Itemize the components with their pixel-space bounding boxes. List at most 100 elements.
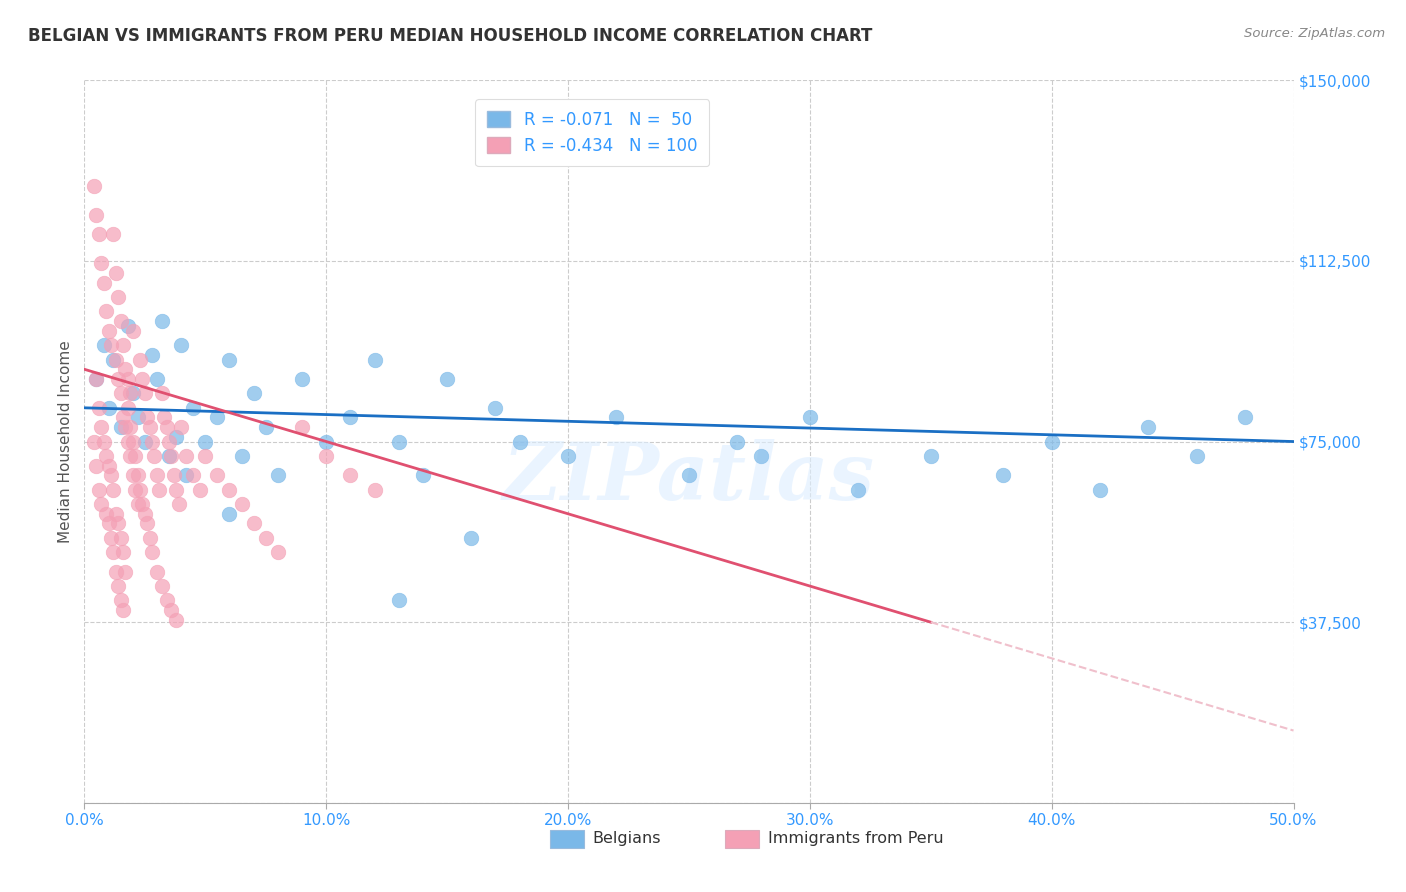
Point	[90, 497, 112, 511]
Text: Source: ZipAtlas.com: Source: ZipAtlas.com	[1244, 27, 1385, 40]
Text: Immigrants from Peru: Immigrants from Peru	[768, 831, 943, 847]
Point	[194, 449, 217, 463]
Point	[110, 593, 132, 607]
Point	[242, 516, 264, 531]
Point	[104, 352, 127, 367]
Point	[920, 449, 942, 463]
Point	[181, 468, 204, 483]
Point	[100, 531, 122, 545]
Point	[114, 420, 136, 434]
Point	[134, 386, 156, 401]
Point	[129, 483, 152, 497]
Point	[114, 362, 136, 376]
Point	[1234, 410, 1257, 425]
Point	[107, 290, 129, 304]
Point	[100, 338, 122, 352]
Point	[134, 507, 156, 521]
Point	[509, 434, 531, 449]
Point	[170, 338, 193, 352]
Point	[103, 545, 125, 559]
Point	[267, 468, 290, 483]
Point	[460, 531, 482, 545]
Point	[846, 483, 869, 497]
Point	[363, 352, 385, 367]
Point	[121, 434, 143, 449]
Point	[107, 516, 129, 531]
Point	[117, 318, 139, 333]
Point	[1088, 483, 1111, 497]
Point	[165, 613, 187, 627]
Point	[136, 516, 159, 531]
Point	[134, 434, 156, 449]
Point	[181, 401, 204, 415]
Point	[436, 372, 458, 386]
Point	[557, 449, 579, 463]
Point	[131, 372, 153, 386]
Point	[157, 449, 180, 463]
Point	[174, 449, 197, 463]
Point	[138, 531, 160, 545]
Point	[87, 401, 110, 415]
Point	[117, 401, 139, 415]
Point	[104, 266, 127, 280]
Point	[94, 449, 117, 463]
Point	[315, 434, 337, 449]
Point	[112, 545, 135, 559]
Point	[136, 410, 159, 425]
Point	[150, 579, 173, 593]
Point	[339, 468, 361, 483]
Point	[363, 483, 385, 497]
Point	[146, 468, 169, 483]
Point	[94, 304, 117, 318]
Point	[112, 603, 135, 617]
Point	[751, 449, 773, 463]
Point	[90, 420, 112, 434]
Point	[339, 410, 361, 425]
Point	[131, 497, 153, 511]
Point	[127, 497, 149, 511]
Point	[93, 338, 115, 352]
Legend: R = -0.071   N =  50, R = -0.434   N = 100: R = -0.071 N = 50, R = -0.434 N = 100	[475, 99, 709, 166]
Point	[207, 468, 229, 483]
Point	[218, 483, 240, 497]
Point	[174, 468, 197, 483]
Point	[388, 434, 411, 449]
Point	[254, 420, 277, 434]
Point	[97, 516, 120, 531]
Point	[484, 401, 506, 415]
Point	[121, 468, 143, 483]
Point	[267, 545, 290, 559]
Point	[117, 372, 139, 386]
Point	[291, 372, 314, 386]
Point	[150, 386, 173, 401]
Point	[170, 420, 193, 434]
Point	[165, 483, 187, 497]
Text: BELGIAN VS IMMIGRANTS FROM PERU MEDIAN HOUSEHOLD INCOME CORRELATION CHART: BELGIAN VS IMMIGRANTS FROM PERU MEDIAN H…	[28, 27, 873, 45]
Point	[150, 314, 173, 328]
Point	[148, 483, 170, 497]
Point	[107, 579, 129, 593]
Point	[87, 483, 110, 497]
Point	[155, 420, 177, 434]
Point	[87, 227, 110, 242]
Point	[103, 483, 125, 497]
Point	[254, 531, 277, 545]
Point	[127, 468, 149, 483]
Bar	[550, 830, 583, 848]
Point	[121, 324, 143, 338]
Point	[412, 468, 434, 483]
Point	[143, 449, 166, 463]
Point	[231, 497, 253, 511]
Point	[141, 434, 163, 449]
Point	[117, 434, 139, 449]
Point	[110, 420, 132, 434]
Point	[218, 352, 240, 367]
Point	[86, 208, 108, 222]
Point	[100, 468, 122, 483]
Point	[725, 434, 748, 449]
Point	[94, 507, 117, 521]
Point	[86, 458, 108, 473]
Point	[146, 565, 169, 579]
Point	[121, 386, 143, 401]
Point	[141, 348, 163, 362]
